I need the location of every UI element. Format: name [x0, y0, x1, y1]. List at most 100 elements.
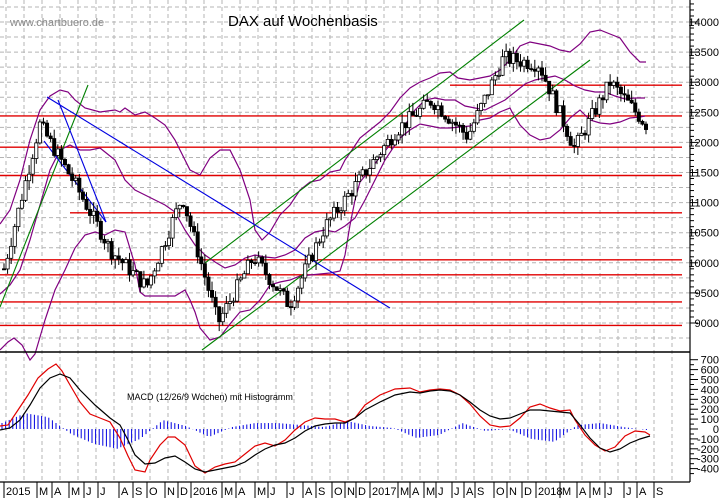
- candle: [23, 180, 28, 201]
- candle: [16, 207, 21, 228]
- candle: [396, 134, 401, 141]
- candle: [80, 191, 85, 200]
- candle: [328, 217, 333, 221]
- candle: [62, 158, 67, 166]
- candle: [550, 90, 555, 95]
- candle: [407, 111, 412, 129]
- candle: [12, 226, 17, 247]
- x-tick-label: M: [426, 486, 435, 498]
- x-tick-label: D: [358, 486, 366, 498]
- x-tick-label: J: [289, 486, 295, 498]
- candle: [504, 50, 509, 58]
- candle: [529, 68, 534, 71]
- x-tick-label: N: [509, 486, 517, 498]
- candle: [446, 118, 451, 124]
- y-tick-label: 11000: [689, 198, 719, 210]
- candle: [177, 204, 182, 210]
- candle: [127, 259, 132, 276]
- candle: [98, 220, 103, 240]
- candle: [310, 254, 315, 262]
- candle: [242, 273, 247, 279]
- candle: [611, 81, 616, 86]
- x-tick-label: M: [39, 486, 48, 498]
- candle: [145, 278, 150, 286]
- candle: [141, 278, 146, 288]
- x-tick-label: A: [412, 486, 420, 498]
- candle: [640, 120, 645, 125]
- candle: [360, 169, 365, 176]
- grid: [0, 0, 690, 482]
- candle: [306, 254, 311, 265]
- candle: [597, 97, 602, 115]
- candle: [159, 246, 164, 264]
- candle: [59, 148, 64, 160]
- candle: [371, 159, 376, 169]
- candle: [479, 103, 484, 111]
- x-tick-label: O: [149, 486, 158, 498]
- candle: [123, 259, 128, 264]
- macd-tick-label: 0: [713, 424, 719, 436]
- candle: [188, 215, 193, 227]
- signal-line: [0, 373, 651, 473]
- candle: [88, 208, 93, 216]
- candle: [600, 97, 605, 101]
- candle: [331, 206, 336, 219]
- candle: [400, 122, 405, 136]
- candle: [511, 53, 516, 64]
- candle: [181, 204, 186, 208]
- candle: [195, 231, 200, 258]
- candle: [206, 276, 211, 291]
- x-tick-label: 2015: [6, 486, 30, 498]
- candle: [267, 274, 272, 285]
- candle: [382, 145, 387, 156]
- candle: [457, 124, 462, 127]
- candle: [113, 255, 118, 260]
- candle: [149, 275, 154, 286]
- candle: [364, 169, 369, 176]
- candle: [45, 122, 50, 137]
- y-tick-label: 9500: [695, 288, 719, 300]
- candle: [41, 121, 46, 124]
- macd-tick-label: 600: [701, 365, 719, 377]
- candle: [439, 105, 444, 117]
- macd-tick-label: -400: [697, 464, 719, 476]
- candle: [615, 81, 620, 88]
- candle: [579, 132, 584, 136]
- candle: [134, 270, 139, 273]
- candle: [572, 144, 577, 147]
- candle: [604, 81, 609, 101]
- x-tick-label: J: [86, 486, 92, 498]
- x-tick-label: S: [318, 486, 325, 498]
- candle: [375, 156, 380, 160]
- x-tick-label: 2017: [372, 486, 396, 498]
- x-tick-label: M: [592, 486, 601, 498]
- bollinger-middle: [0, 75, 645, 295]
- macd-tick-label: -100: [697, 434, 719, 446]
- x-tick-label: A: [54, 486, 62, 498]
- candle: [568, 136, 573, 146]
- candle: [296, 287, 301, 302]
- candle: [464, 131, 469, 140]
- candle: [514, 53, 519, 63]
- candle: [116, 255, 121, 260]
- candle: [70, 173, 75, 181]
- x-tick-label: J: [270, 486, 276, 498]
- candle: [324, 219, 329, 237]
- candle: [353, 181, 358, 197]
- bollinger-bands: [0, 29, 646, 362]
- x-tick-label: D: [524, 486, 532, 498]
- candle: [590, 108, 595, 119]
- candle: [378, 154, 383, 158]
- candle: [5, 257, 10, 270]
- x-tick-label: A: [121, 486, 129, 498]
- candle: [199, 256, 204, 265]
- candle: [593, 108, 598, 115]
- candle: [166, 237, 171, 246]
- x-tick-label: J: [454, 486, 460, 498]
- x-tick-label: S: [477, 486, 484, 498]
- macd-tick-label: -300: [697, 454, 719, 466]
- candle: [174, 208, 179, 218]
- candle: [260, 256, 265, 264]
- candle: [91, 210, 96, 216]
- y-tick-label: 9000: [695, 318, 719, 330]
